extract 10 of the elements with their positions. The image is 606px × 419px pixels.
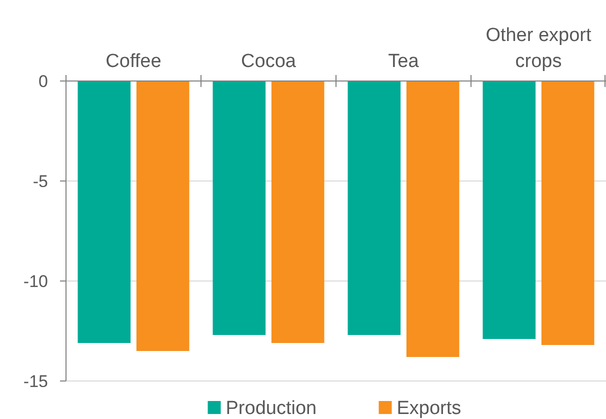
x-tick-label: Cocoa (241, 51, 296, 72)
legend-label: Production (226, 398, 317, 419)
y-tick-label: 0 (38, 72, 48, 91)
x-tick-label: Other export crops (486, 25, 592, 72)
x-tick-label: Tea (388, 51, 420, 72)
y-tick-label: -5 (32, 172, 48, 191)
y-tick-label: -10 (23, 272, 48, 291)
x-tick-label: Coffee (106, 51, 162, 72)
legend-label: Exports (396, 398, 462, 419)
y-tick-label: -15 (23, 372, 48, 391)
